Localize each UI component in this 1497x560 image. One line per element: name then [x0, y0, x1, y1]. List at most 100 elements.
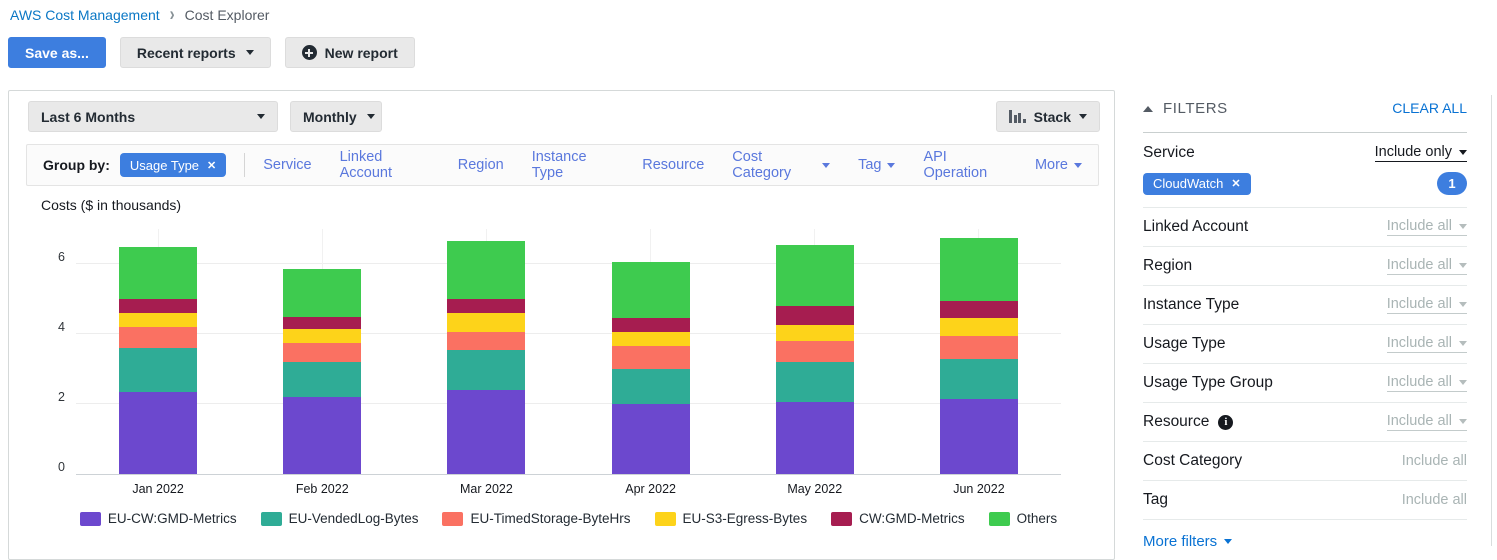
stacked-bar-may-2022[interactable]: [775, 244, 854, 474]
link-label: Cost Category: [732, 149, 792, 181]
bar-segment-eu-s3-egress-bytes[interactable]: [119, 313, 198, 327]
new-report-icon: [301, 45, 317, 60]
stacked-bar-apr-2022[interactable]: [611, 262, 690, 474]
bar-group: [733, 229, 897, 474]
bar-segment-eu-s3-egress-bytes[interactable]: [939, 318, 1018, 336]
group-by-link-linked-account[interactable]: Linked Account: [340, 149, 430, 181]
bar-segment-eu-timedstorage-bytehrs[interactable]: [939, 335, 1018, 359]
close-icon[interactable]: ✕: [207, 159, 217, 172]
bar-segment-eu-vendedlog-bytes[interactable]: [119, 348, 198, 392]
bar-segment-cw-gmd-metrics[interactable]: [119, 299, 198, 313]
filter-include-select[interactable]: Include all: [1386, 413, 1467, 431]
filter-label: Usage Type Group: [1143, 374, 1273, 391]
clear-all-link[interactable]: CLEAR ALL: [1392, 100, 1467, 116]
bar-segment-eu-s3-egress-bytes[interactable]: [283, 328, 362, 343]
bar-segment-cw-gmd-metrics[interactable]: [447, 299, 526, 313]
group-by-label: Group by:: [43, 157, 110, 173]
action-toolbar: Save as... Recent reports New report: [8, 37, 415, 68]
bar-segment-eu-cw-gmd-metrics[interactable]: [611, 404, 690, 474]
stacked-bar-jan-2022[interactable]: [119, 246, 198, 474]
bar-segment-eu-cw-gmd-metrics[interactable]: [119, 391, 198, 474]
breadcrumb-root-link[interactable]: AWS Cost Management: [10, 6, 160, 23]
filter-row-service[interactable]: Service Include only CloudWatch ✕ 1: [1143, 133, 1467, 208]
stacked-bar-jun-2022[interactable]: [939, 237, 1018, 474]
service-filter-chip-cloudwatch[interactable]: CloudWatch ✕: [1143, 172, 1251, 195]
bar-segment-cw-gmd-metrics[interactable]: [611, 318, 690, 333]
bar-segment-eu-timedstorage-bytehrs[interactable]: [611, 346, 690, 369]
filter-include-select[interactable]: Include all: [1402, 453, 1467, 469]
bar-segment-eu-timedstorage-bytehrs[interactable]: [283, 342, 362, 362]
bar-segment-eu-cw-gmd-metrics[interactable]: [939, 398, 1018, 474]
legend-label: CW:GMD-Metrics: [859, 511, 965, 526]
bar-segment-eu-s3-egress-bytes[interactable]: [611, 332, 690, 347]
filter-row-instance-type[interactable]: Instance Type Include all: [1143, 286, 1467, 325]
filters-collapse-icon: [1143, 105, 1153, 112]
bar-segment-eu-vendedlog-bytes[interactable]: [939, 358, 1018, 399]
bar-segment-eu-timedstorage-bytehrs[interactable]: [119, 327, 198, 348]
bar-segment-cw-gmd-metrics[interactable]: [283, 316, 362, 329]
group-by-link-service[interactable]: Service: [263, 157, 311, 173]
bar-segment-eu-timedstorage-bytehrs[interactable]: [447, 332, 526, 350]
group-by-link-tag[interactable]: Tag: [858, 157, 896, 173]
bar-segment-eu-vendedlog-bytes[interactable]: [611, 369, 690, 404]
bar-segment-eu-cw-gmd-metrics[interactable]: [775, 402, 854, 474]
stacked-bar-feb-2022[interactable]: [283, 269, 362, 474]
chart-style-select[interactable]: Stack: [996, 101, 1100, 132]
filter-rows: Linked Account Include all Region Include a…: [1143, 208, 1467, 520]
filter-include-select[interactable]: Include all: [1386, 218, 1467, 236]
x-tick-label: Jun 2022: [953, 482, 1005, 496]
filter-row-region[interactable]: Region Include all: [1143, 247, 1467, 286]
bar-segment-eu-vendedlog-bytes[interactable]: [775, 362, 854, 403]
group-by-link-region[interactable]: Region: [458, 157, 504, 173]
more-filters-link[interactable]: More filters: [1143, 533, 1233, 550]
filter-include-select[interactable]: Include all: [1386, 296, 1467, 314]
filter-row-usage-type[interactable]: Usage Type Include all: [1143, 325, 1467, 364]
bar-segment-eu-s3-egress-bytes[interactable]: [775, 325, 854, 341]
granularity-select[interactable]: Monthly: [290, 101, 382, 132]
new-report-button[interactable]: New report: [284, 37, 415, 68]
bar-segment-eu-cw-gmd-metrics[interactable]: [447, 390, 526, 474]
bar-segment-others[interactable]: [939, 237, 1018, 301]
filter-include-select[interactable]: Include all: [1386, 374, 1467, 392]
save-as-button[interactable]: Save as...: [8, 37, 106, 68]
breadcrumb-chevron-icon: ›: [169, 3, 175, 26]
filter-row-resource[interactable]: Resource i Include all: [1143, 403, 1467, 442]
filters-collapse-toggle[interactable]: FILTERS: [1143, 100, 1228, 117]
bar-segment-eu-s3-egress-bytes[interactable]: [447, 313, 526, 333]
bar-segment-others[interactable]: [447, 241, 526, 299]
caret-down-icon: [887, 162, 896, 168]
bar-segment-others[interactable]: [775, 244, 854, 306]
bar-segment-others[interactable]: [611, 262, 690, 319]
group-by-chip-usage-type[interactable]: Usage Type ✕: [119, 153, 227, 177]
link-label: More: [1034, 157, 1068, 173]
bar-segment-others[interactable]: [119, 246, 198, 299]
bar-segment-eu-timedstorage-bytehrs[interactable]: [775, 341, 854, 362]
include-value: Include all: [1386, 218, 1452, 234]
bar-segment-cw-gmd-metrics[interactable]: [939, 300, 1018, 319]
date-range-select[interactable]: Last 6 Months: [28, 101, 278, 132]
bar-segment-eu-cw-gmd-metrics[interactable]: [283, 397, 362, 474]
include-value: Include only: [1374, 144, 1452, 160]
filter-row-usage-type-group[interactable]: Usage Type Group Include all: [1143, 364, 1467, 403]
group-by-link-resource[interactable]: Resource: [642, 157, 704, 173]
group-by-link-api-operation[interactable]: API Operation: [923, 149, 1006, 181]
close-icon[interactable]: ✕: [1231, 178, 1241, 190]
bar-segment-eu-vendedlog-bytes[interactable]: [283, 362, 362, 397]
stacked-bar-mar-2022[interactable]: [447, 241, 526, 474]
info-icon[interactable]: i: [1218, 414, 1234, 430]
caret-down-icon: [1074, 162, 1082, 168]
bar-segment-others[interactable]: [283, 269, 362, 317]
group-by-more-link[interactable]: More: [1035, 157, 1082, 173]
filter-row-tag[interactable]: Tag Include all: [1143, 481, 1467, 520]
bar-segment-eu-vendedlog-bytes[interactable]: [447, 349, 526, 390]
filter-row-linked-account[interactable]: Linked Account Include all: [1143, 208, 1467, 247]
group-by-link-instance-type[interactable]: Instance Type: [532, 149, 615, 181]
filter-include-select[interactable]: Include all: [1402, 492, 1467, 508]
bar-segment-cw-gmd-metrics[interactable]: [775, 306, 854, 326]
filter-row-cost-category[interactable]: Cost Category Include all: [1143, 442, 1467, 481]
group-by-link-cost-category[interactable]: Cost Category: [732, 149, 831, 181]
recent-reports-button[interactable]: Recent reports: [119, 37, 271, 68]
service-include-select[interactable]: Include only: [1374, 144, 1467, 162]
filter-include-select[interactable]: Include all: [1386, 335, 1467, 353]
filter-include-select[interactable]: Include all: [1386, 257, 1467, 275]
